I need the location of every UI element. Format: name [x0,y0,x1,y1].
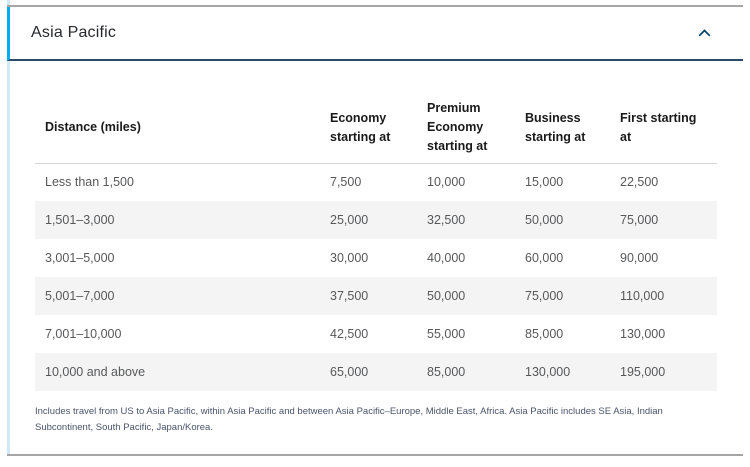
table-body: Less than 1,500 7,500 10,000 15,000 22,5… [35,163,717,391]
distance-cell: 7,001–10,000 [45,327,122,341]
table-row: Less than 1,500 7,500 10,000 15,000 22,5… [35,163,717,201]
business-cell: 130,000 [525,365,571,379]
distance-cell: 1,501–3,000 [45,213,115,227]
column-header-economy: Economy starting at [330,93,427,164]
accordion-panel: Distance (miles) Economy starting at Pre… [7,61,743,454]
distance-cell: 10,000 and above [45,365,146,379]
table-row: 3,001–5,000 30,000 40,000 60,000 90,000 [35,239,717,277]
section-divider-top [7,5,743,7]
first-cell: 75,000 [620,213,659,227]
column-header-premium-economy: Premium Economy starting at [427,93,525,164]
previous-section-edge [7,0,743,5]
premium-economy-cell: 85,000 [427,365,466,379]
premium-economy-cell: 40,000 [427,251,466,265]
first-cell: 110,000 [620,289,665,303]
section-divider-bottom [7,454,743,456]
economy-cell: 25,000 [330,213,369,227]
first-cell: 22,500 [620,175,659,190]
distance-cell: 5,001–7,000 [45,289,115,303]
table-row: 7,001–10,000 42,500 55,000 85,000 130,00… [35,315,717,353]
first-cell: 195,000 [620,365,666,379]
table-row: 10,000 and above 65,000 85,000 130,000 1… [35,353,717,391]
business-cell: 75,000 [525,289,564,303]
accordion-header-asia-pacific[interactable]: Asia Pacific [7,7,743,61]
business-cell: 15,000 [525,175,564,190]
economy-cell: 65,000 [330,365,369,379]
distance-cell: 3,001–5,000 [45,251,115,265]
business-cell: 50,000 [525,213,564,227]
premium-economy-cell: 32,500 [427,213,466,227]
business-cell: 60,000 [525,251,564,265]
economy-cell: 7,500 [330,175,362,190]
first-cell: 90,000 [620,251,659,265]
table-footnote: Includes travel from US to Asia Pacific,… [35,406,663,433]
column-header-distance: Distance (miles) [35,93,330,164]
premium-economy-cell: 50,000 [427,289,466,303]
accordion-title: Asia Pacific [31,24,117,41]
economy-cell: 37,500 [330,289,369,303]
chevron-up-icon[interactable] [698,29,711,37]
column-header-first: First starting at [620,93,717,164]
table-row: 5,001–7,000 37,500 50,000 75,000 110,000 [35,277,717,315]
economy-cell: 30,000 [330,251,369,265]
accordion-region: Asia Pacific Distance (miles) Economy st… [7,0,743,456]
premium-economy-cell: 10,000 [427,175,466,190]
column-header-business: Business starting at [525,93,620,164]
economy-cell: 42,500 [330,327,369,341]
award-pricing-table: Distance (miles) Economy starting at Pre… [35,93,717,391]
premium-economy-cell: 55,000 [427,327,466,341]
table-header: Distance (miles) Economy starting at Pre… [35,93,717,164]
distance-cell: Less than 1,500 [45,175,134,190]
business-cell: 85,000 [525,327,564,341]
table-row: 1,501–3,000 25,000 32,500 50,000 75,000 [35,201,717,239]
first-cell: 130,000 [620,327,666,341]
